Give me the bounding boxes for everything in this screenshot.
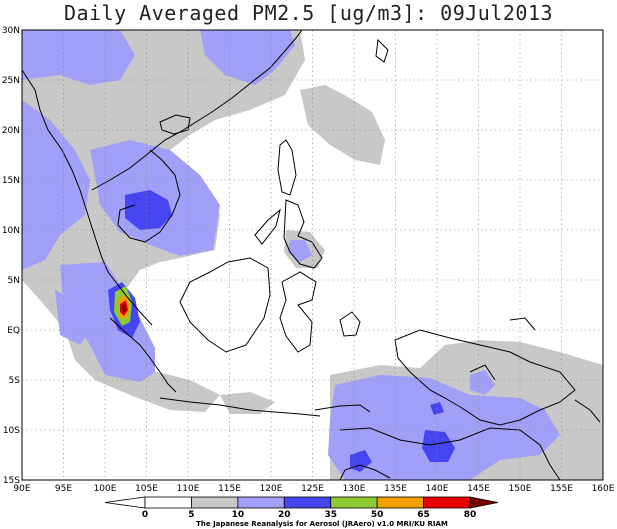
lon-tick-label: 145E bbox=[467, 484, 490, 494]
colorbar-segment bbox=[237, 496, 285, 509]
lat-tick-labels: 30N 25N 20N 15N 10N 5N EQ 5S 10S 15S bbox=[2, 26, 20, 486]
colorbar-label: 35 bbox=[324, 510, 337, 520]
lon-tick-label: 90E bbox=[13, 484, 30, 494]
lon-tick-label: 120E bbox=[260, 484, 283, 494]
colorbar-segment bbox=[376, 496, 424, 509]
lat-tick-label: 5N bbox=[8, 276, 20, 286]
lon-tick-label: 140E bbox=[426, 484, 449, 494]
lon-tick-label: 130E bbox=[343, 484, 366, 494]
credit-text: The Japanese Reanalysis for Aerosol (JRA… bbox=[196, 520, 448, 528]
colorbar-segment bbox=[330, 496, 378, 509]
colorbar-segment bbox=[423, 496, 471, 509]
lon-tick-label: 125E bbox=[301, 484, 324, 494]
lat-tick-label: 15N bbox=[2, 176, 20, 186]
graticule-lon bbox=[63, 30, 562, 480]
lon-tick-label: 105E bbox=[135, 484, 158, 494]
lat-tick-label: EQ bbox=[7, 326, 20, 336]
lat-tick-label: 5S bbox=[9, 376, 21, 386]
colorbar-label: 50 bbox=[371, 510, 384, 520]
lon-tick-label: 160E bbox=[592, 484, 615, 494]
lat-tick-label: 15S bbox=[3, 476, 20, 486]
colorbar-segment bbox=[283, 496, 332, 509]
lon-tick-label: 155E bbox=[550, 484, 573, 494]
map-title: Daily Averaged PM2.5 [ug/m3]: 09Jul2013 bbox=[63, 1, 554, 25]
lon-tick-label: 100E bbox=[94, 484, 117, 494]
lon-tick-label: 110E bbox=[177, 484, 200, 494]
colorbar-label: 80 bbox=[464, 510, 477, 520]
colorbar-label: 5 bbox=[188, 510, 194, 520]
colorbar-segment bbox=[191, 496, 239, 509]
lat-tick-label: 25N bbox=[2, 76, 20, 86]
lon-tick-label: 135E bbox=[384, 484, 407, 494]
colorbar-low-extension bbox=[104, 496, 146, 509]
lon-tick-label: 115E bbox=[218, 484, 241, 494]
lat-tick-label: 30N bbox=[2, 26, 20, 36]
colorbar-label: 0 bbox=[142, 510, 148, 520]
lon-tick-label: 95E bbox=[55, 484, 72, 494]
colorbar: 0 5 10 20 35 50 65 80 bbox=[104, 496, 499, 520]
colorbar-high-extension bbox=[469, 496, 499, 509]
map-frame bbox=[21, 29, 604, 481]
colorbar-label: 65 bbox=[417, 510, 430, 520]
lat-tick-label: 20N bbox=[2, 126, 20, 136]
colorbar-segment bbox=[144, 496, 192, 509]
colorbar-label: 20 bbox=[278, 510, 291, 520]
pm-hotspot bbox=[114, 286, 132, 326]
lat-tick-label: 10N bbox=[2, 226, 20, 236]
lon-tick-label: 150E bbox=[509, 484, 532, 494]
lon-tick-labels: 90E 95E 100E 105E 110E 115E 120E 125E 130E 135E 14… bbox=[13, 484, 614, 494]
lat-tick-label: 10S bbox=[3, 426, 20, 436]
colorbar-label: 10 bbox=[232, 510, 245, 520]
